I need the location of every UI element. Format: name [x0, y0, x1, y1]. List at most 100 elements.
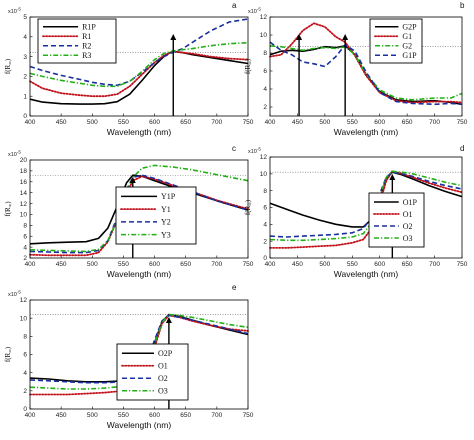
x-axis-title: Wavelength (nm)	[334, 127, 399, 137]
series-line-o2	[29, 314, 249, 384]
series-line-r1	[29, 50, 249, 98]
y-tick-label: 2	[23, 388, 27, 395]
series-line-o2	[269, 171, 463, 238]
legend-label: G2	[402, 42, 412, 51]
x-tick-label: 600	[374, 261, 385, 268]
y-tick-label: 8	[263, 188, 267, 195]
x-tick-label: 400	[25, 119, 36, 126]
legend-label: O1	[403, 210, 413, 219]
legend-label: R3	[82, 51, 91, 60]
x-tick-label: 750	[457, 119, 468, 126]
x-tick-label: 400	[25, 261, 36, 268]
y-tick-label: 12	[20, 297, 28, 304]
panel-letter: d	[460, 144, 464, 153]
x-tick-label: 450	[56, 119, 67, 126]
y-axis-title: f(R∞)	[4, 201, 14, 217]
panel-letter: c	[232, 144, 236, 153]
x-tick-label: 500	[87, 119, 98, 126]
legend-label: O3	[403, 234, 413, 243]
x-tick-label: 700	[211, 119, 222, 126]
y-tick-label: 4	[263, 86, 267, 93]
plot-frame	[29, 16, 249, 117]
panel-letter: b	[460, 1, 465, 10]
legend-label: Y1	[161, 205, 171, 214]
y-tick-label: 3	[23, 54, 27, 61]
y-tick-label: 20	[20, 157, 28, 164]
y-exponent-power: -5	[17, 150, 21, 155]
legend-label: R1P	[82, 23, 96, 32]
y-tick-label: 10	[20, 315, 28, 322]
series-line-r3	[29, 41, 249, 88]
y-tick-label: 0	[23, 113, 27, 120]
x-axis-title: Wavelength (nm)	[107, 127, 172, 137]
x-tick-label: 500	[87, 412, 98, 419]
y-tick-label: 12	[260, 154, 268, 161]
legend-box	[115, 186, 197, 245]
x-tick-label: 750	[243, 119, 254, 126]
legend-label: O2	[403, 222, 413, 231]
series-line-o1p	[269, 171, 463, 228]
y-tick-label: 4	[23, 370, 27, 377]
x-tick-label: 600	[149, 261, 160, 268]
legend-label: Y3	[161, 230, 171, 239]
y-tick-label: 2	[263, 238, 267, 245]
x-tick-label: 600	[374, 119, 385, 126]
plot-frame	[269, 16, 463, 117]
y-tick-label: 2	[23, 74, 27, 81]
x-tick-label: 650	[402, 261, 413, 268]
x-tick-label: 650	[180, 261, 191, 268]
legend-box	[37, 18, 117, 64]
y-exponent-label: x10-5	[8, 150, 21, 159]
y-axis-title: f(R∞)	[4, 346, 14, 362]
x-tick-label: 500	[87, 261, 98, 268]
y-tick-label: 6	[263, 68, 267, 75]
x-tick-label: 750	[243, 412, 254, 419]
x-tick-label: 650	[180, 412, 191, 419]
y-tick-label: 6	[23, 352, 27, 359]
x-axis-title: Wavelength (nm)	[107, 269, 172, 279]
y-exponent-power: -5	[17, 7, 21, 12]
legend-label: Y1P	[161, 192, 176, 201]
chart-panel-c: 400 450 500 550 600 650 700 750 2 4 6 8 10 12 14 16 18 20…	[4, 144, 254, 279]
y-axis-title: f(R∞)	[244, 199, 254, 215]
y-tick-label: 8	[23, 223, 27, 230]
y-tick-label: 0	[23, 406, 27, 413]
x-tick-label: 700	[211, 412, 222, 419]
x-tick-label: 400	[265, 261, 276, 268]
y-tick-label: 10	[260, 32, 268, 39]
x-tick-label: 600	[149, 119, 160, 126]
x-tick-label: 400	[265, 119, 276, 126]
legend-label: O2	[158, 374, 168, 383]
x-tick-label: 550	[118, 261, 129, 268]
series-line-g2	[269, 45, 463, 101]
x-tick-label: 700	[429, 261, 440, 268]
y-tick-label: 18	[20, 168, 28, 175]
y-tick-label: 8	[263, 50, 267, 57]
series-line-o3	[269, 170, 463, 242]
x-tick-label: 450	[56, 261, 67, 268]
panel-letter: e	[232, 283, 237, 292]
y-axis-title: f(R∞)	[4, 58, 14, 74]
series-line-g1p	[269, 41, 463, 106]
y-tick-label: 16	[20, 179, 28, 186]
legend-label: O2P	[158, 349, 173, 358]
legend-label: O1P	[403, 198, 418, 207]
x-tick-label: 500	[319, 119, 330, 126]
x-tick-label: 500	[319, 261, 330, 268]
legend-label: Y2	[161, 218, 171, 227]
x-tick-label: 550	[118, 119, 129, 126]
legend-box	[116, 343, 189, 401]
y-tick-label: 4	[23, 34, 27, 41]
series-line-r2	[29, 18, 249, 87]
y-tick-label: 2	[23, 255, 27, 262]
x-tick-label: 750	[457, 261, 468, 268]
x-tick-label: 700	[429, 119, 440, 126]
panel-letter: a	[232, 1, 237, 10]
y-tick-label: 5	[23, 14, 27, 21]
y-axis-title: f(R∞)	[244, 58, 254, 74]
x-tick-label: 450	[292, 119, 303, 126]
x-tick-label: 600	[149, 412, 160, 419]
